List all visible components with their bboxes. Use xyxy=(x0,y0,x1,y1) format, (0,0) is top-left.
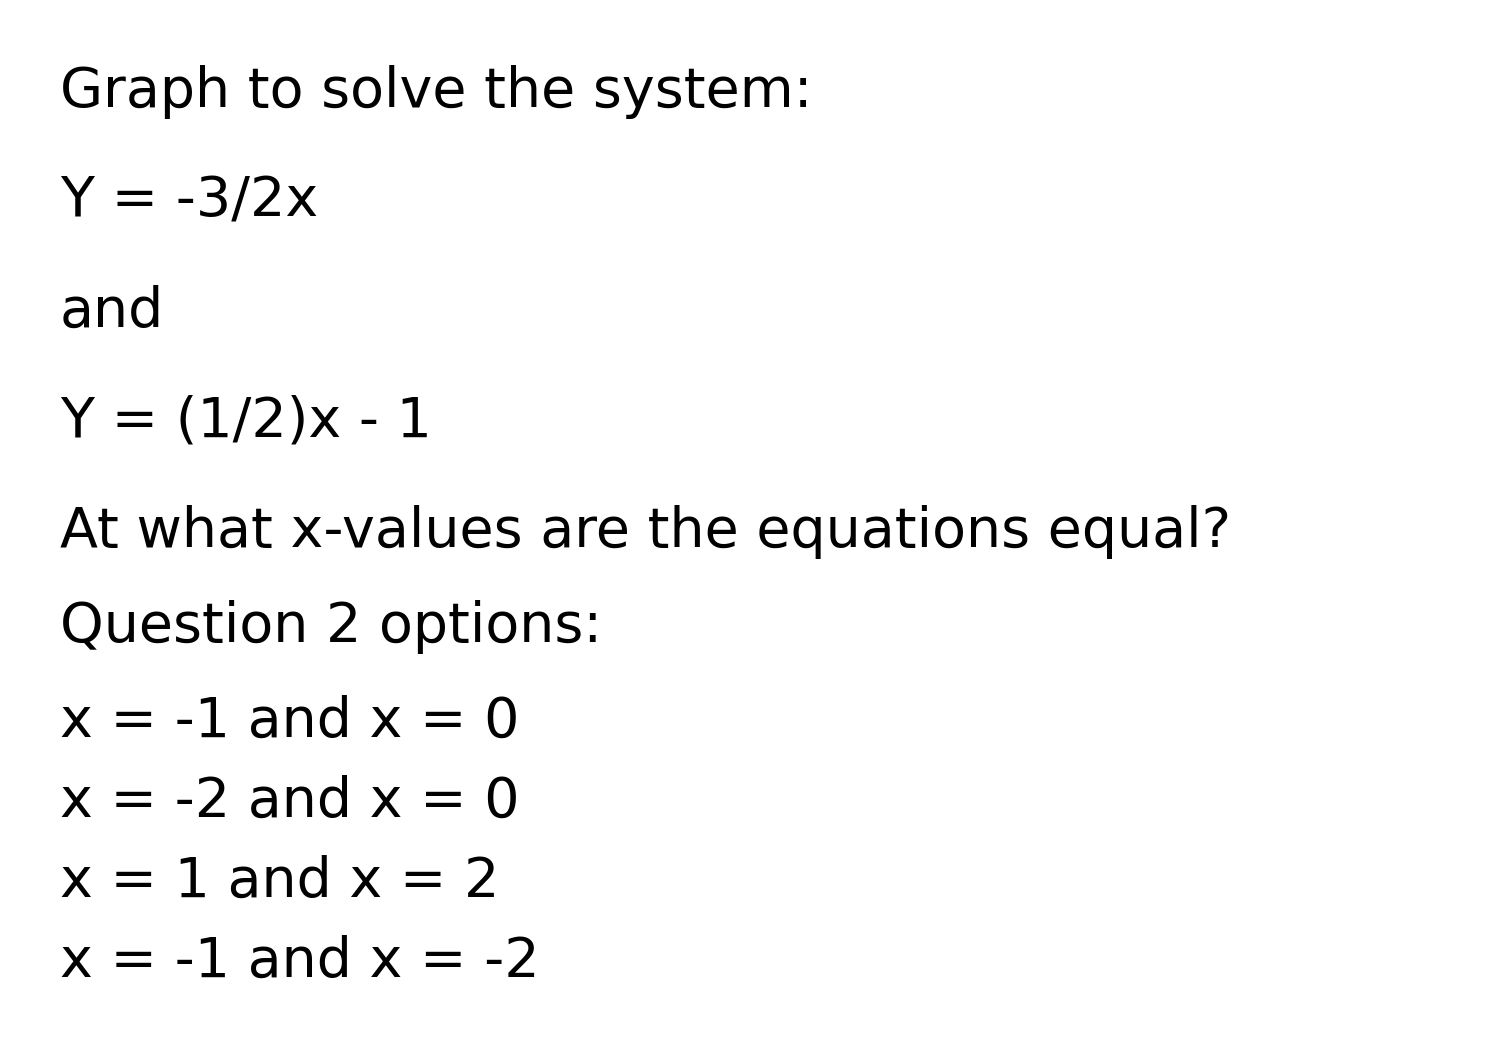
Text: x = -1 and x = 0: x = -1 and x = 0 xyxy=(60,695,519,749)
Text: Question 2 options:: Question 2 options: xyxy=(60,600,602,654)
Text: and: and xyxy=(60,285,165,339)
Text: x = -2 and x = 0: x = -2 and x = 0 xyxy=(60,775,519,829)
Text: At what x-values are the equations equal?: At what x-values are the equations equal… xyxy=(60,505,1231,560)
Text: Y = (1/2)x - 1: Y = (1/2)x - 1 xyxy=(60,395,432,449)
Text: x = -1 and x = -2: x = -1 and x = -2 xyxy=(60,935,540,989)
Text: Y = -3/2x: Y = -3/2x xyxy=(60,175,318,229)
Text: x = 1 and x = 2: x = 1 and x = 2 xyxy=(60,855,500,909)
Text: Graph to solve the system:: Graph to solve the system: xyxy=(60,64,813,119)
